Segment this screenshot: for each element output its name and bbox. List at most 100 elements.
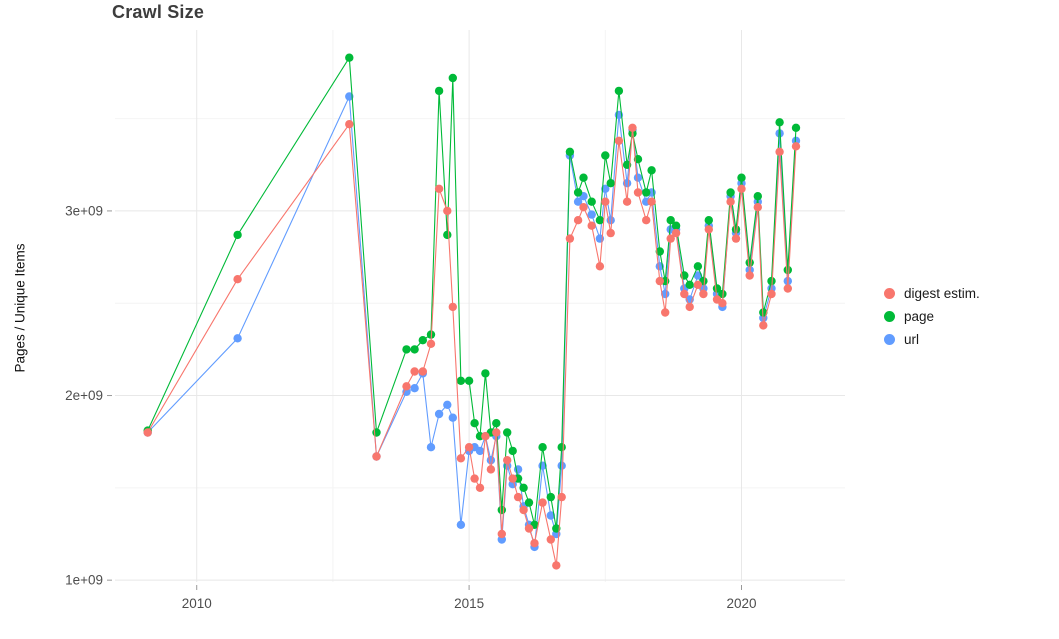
data-point xyxy=(508,446,517,456)
data-point xyxy=(712,284,722,293)
data-point xyxy=(783,265,792,275)
data-point xyxy=(497,505,506,515)
data-point xyxy=(565,147,575,156)
data-point xyxy=(655,276,664,286)
data-point xyxy=(448,73,457,83)
series-line xyxy=(147,55,797,529)
data-point xyxy=(557,461,566,470)
data-point xyxy=(456,520,466,529)
data-point xyxy=(552,561,561,570)
data-point xyxy=(508,474,517,483)
data-point xyxy=(614,86,624,96)
data-point xyxy=(481,369,490,378)
data-point xyxy=(704,225,713,234)
data-point xyxy=(426,443,436,452)
legend-item-digest-estim: digest estim. xyxy=(884,286,980,301)
data-point xyxy=(434,409,444,419)
data-point xyxy=(704,216,713,225)
x-tick-label: 2020 xyxy=(726,596,756,611)
data-point xyxy=(233,275,242,284)
series-url xyxy=(143,92,801,552)
data-point xyxy=(759,321,768,330)
data-point xyxy=(601,151,610,160)
data-point xyxy=(745,271,754,280)
data-point xyxy=(685,302,694,312)
data-point xyxy=(443,206,452,216)
x-tick-label: 2010 xyxy=(182,596,212,611)
data-point xyxy=(775,129,784,138)
data-point xyxy=(579,173,588,182)
data-point xyxy=(524,498,534,507)
series-digest-estim xyxy=(143,120,801,570)
data-point xyxy=(565,234,575,243)
data-point xyxy=(726,188,735,197)
x-tick-label: 2015 xyxy=(454,596,484,611)
data-point xyxy=(546,535,555,544)
data-point xyxy=(775,118,784,127)
data-point xyxy=(143,428,152,437)
data-point xyxy=(647,166,656,175)
data-point xyxy=(456,376,466,385)
data-point xyxy=(573,197,583,206)
data-point xyxy=(492,419,501,428)
data-point xyxy=(587,210,596,219)
data-point xyxy=(418,336,427,345)
data-point xyxy=(557,492,566,502)
data-point xyxy=(587,197,596,206)
data-point xyxy=(718,299,727,308)
legend-label-page: page xyxy=(904,309,935,324)
data-point xyxy=(783,284,792,293)
data-point xyxy=(402,382,411,391)
data-point xyxy=(519,505,528,515)
data-point xyxy=(503,456,512,465)
data-point xyxy=(601,197,610,206)
data-point xyxy=(642,188,651,197)
data-point xyxy=(464,443,474,452)
data-point xyxy=(470,474,479,483)
data-point xyxy=(402,345,411,354)
data-point xyxy=(233,334,242,343)
data-point xyxy=(671,228,681,238)
data-point xyxy=(693,280,703,289)
y-tick-label: 1e+09 xyxy=(65,573,103,588)
data-point xyxy=(475,446,485,456)
data-point xyxy=(666,216,675,225)
legend-item-url: url xyxy=(884,332,980,347)
data-point xyxy=(448,302,457,312)
data-point xyxy=(456,454,466,463)
data-point xyxy=(718,289,727,299)
data-point xyxy=(434,184,444,193)
data-point xyxy=(633,188,643,197)
data-point xyxy=(579,203,588,212)
legend-label-digest-estim: digest estim. xyxy=(904,286,980,301)
legend-dot-digest-estim xyxy=(884,288,895,299)
data-point xyxy=(513,465,523,474)
data-point xyxy=(434,86,444,96)
data-point xyxy=(513,492,523,502)
legend-label-url: url xyxy=(904,332,920,347)
data-point xyxy=(546,492,555,502)
data-point xyxy=(552,524,561,533)
data-point xyxy=(693,262,703,271)
data-point xyxy=(633,173,643,182)
data-point xyxy=(557,443,566,452)
data-point xyxy=(448,413,457,422)
legend-item-page: page xyxy=(884,309,980,324)
data-point xyxy=(661,308,670,317)
data-point xyxy=(633,155,643,164)
data-point xyxy=(642,216,651,225)
data-point xyxy=(345,92,354,101)
data-point xyxy=(372,428,381,437)
y-tick-label: 3e+09 xyxy=(65,203,103,218)
data-point xyxy=(791,142,801,151)
data-point xyxy=(595,216,605,225)
data-point xyxy=(418,367,427,376)
data-point xyxy=(464,376,474,385)
data-point xyxy=(622,197,632,206)
data-point xyxy=(775,147,784,156)
data-point xyxy=(614,136,624,145)
data-point xyxy=(481,432,490,441)
data-point xyxy=(655,247,664,256)
data-point xyxy=(372,452,381,461)
